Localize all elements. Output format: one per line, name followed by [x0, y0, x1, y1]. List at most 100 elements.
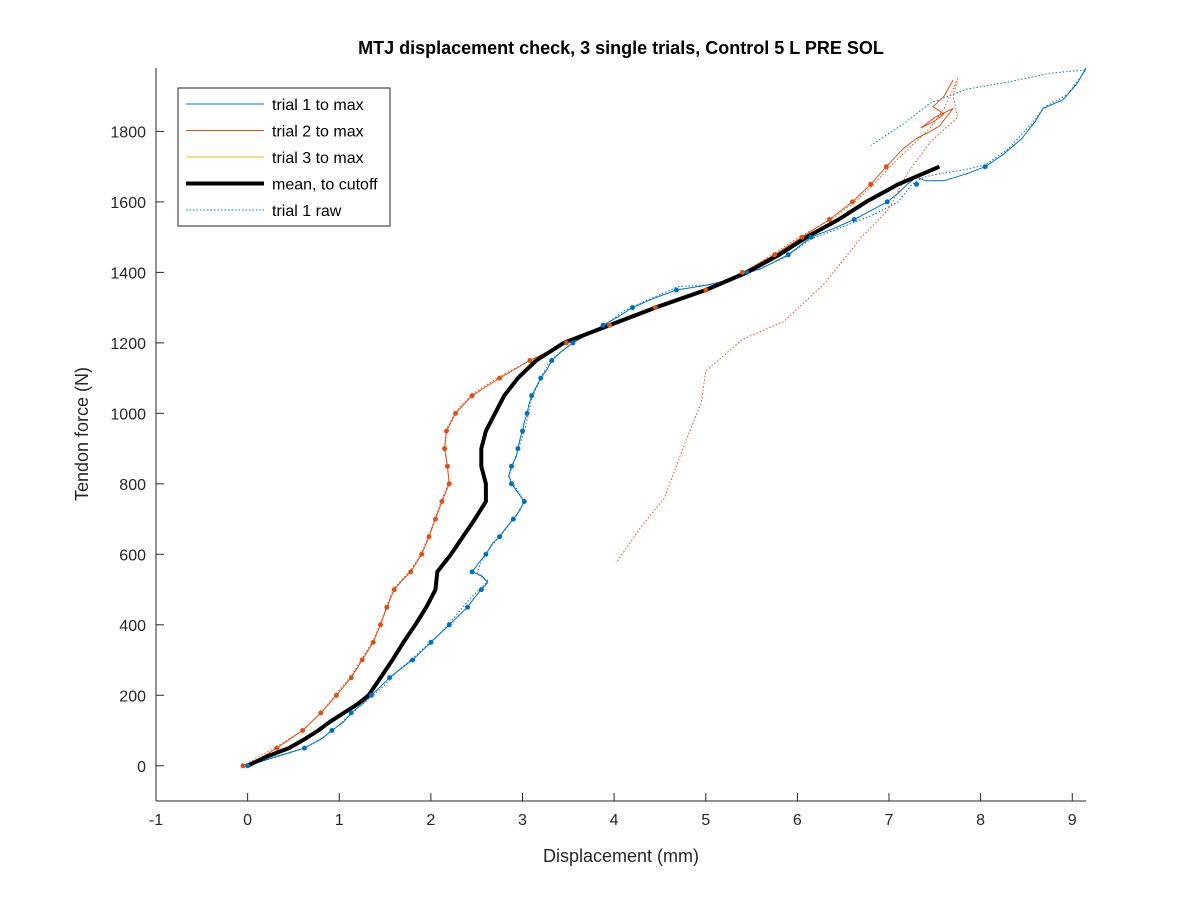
data-point-trial-1-to-max [348, 710, 354, 716]
data-point-trial-2-to-max [408, 569, 414, 575]
x-tick-label: 6 [793, 812, 802, 829]
y-tick-label: 1600 [110, 195, 146, 212]
data-point-trial-2-to-max [453, 410, 459, 416]
x-tick-label: 2 [426, 812, 435, 829]
data-point-trial-2-to-max [300, 728, 306, 733]
x-tick-label: 4 [610, 812, 619, 829]
data-point-trial-2-to-max [334, 692, 339, 698]
data-point-trial-2-to-max [348, 675, 354, 681]
chart-title: MTJ displacement check, 3 single trials,… [358, 38, 884, 58]
x-tick-label: -1 [149, 812, 163, 829]
data-point-trial-1-to-max [245, 763, 251, 769]
x-tick-label: 8 [976, 812, 985, 829]
data-point-trial-1-to-max [509, 481, 514, 487]
axes-layer [155, 68, 1086, 802]
data-point-trial-1-to-max [524, 410, 530, 416]
data-point-trial-1-to-max [600, 322, 606, 328]
legend-label-trial-1-raw: trial 1 raw [272, 203, 342, 220]
data-point-trial-1-to-max [329, 728, 335, 733]
data-point-trial-2-to-max [703, 287, 709, 293]
data-point-trial-2-to-max [384, 604, 390, 610]
y-tick-label: 400 [119, 618, 146, 635]
data-point-trial-2-to-max [442, 446, 448, 452]
data-point-trial-1-to-max [808, 234, 814, 240]
data-point-trial-2-to-max [446, 481, 452, 487]
data-point-trial-2-to-max [607, 322, 612, 328]
data-point-trial-1-to-max [529, 393, 535, 399]
marker-layer [240, 164, 988, 769]
y-tick-label: 0 [137, 759, 146, 776]
data-point-trial-1-to-max [510, 516, 516, 522]
data-point-trial-1-to-max [521, 499, 527, 504]
data-point-trial-2-to-max [826, 217, 832, 222]
data-point-trial-1-to-max [465, 604, 470, 610]
data-point-trial-1-to-max [884, 199, 890, 205]
data-point-trial-2-to-max [318, 710, 324, 716]
x-tick-label: 1 [335, 812, 344, 829]
legend-label-mean-to-cutoff: mean, to cutoff [272, 177, 378, 194]
data-point-trial-1-to-max [673, 287, 679, 293]
data-point-trial-1-to-max [469, 569, 475, 575]
y-tick-label: 1400 [110, 265, 146, 282]
data-point-trial-1-to-max [483, 551, 489, 557]
data-point-trial-2-to-max [391, 587, 397, 593]
data-point-trial-1-to-max [914, 181, 919, 187]
data-point-trial-1-to-max [982, 164, 988, 170]
data-point-trial-2-to-max [439, 499, 445, 504]
data-point-trial-1-to-max [509, 463, 514, 469]
legend-label-trial-3-to-max: trial 3 to max [272, 150, 364, 167]
data-point-trial-1-to-max [570, 340, 576, 346]
tick-layer: -1 0 1 2 3 4 5 6 7 8 9 0 200 400 600 800 1000 1200 1400 160… [110, 124, 1076, 829]
data-point-trial-2-to-max [433, 516, 438, 522]
data-point-trial-2-to-max [868, 181, 874, 187]
data-point-trial-1-to-max [368, 692, 374, 698]
data-point-trial-1-to-max [301, 745, 307, 751]
data-point-trial-2-to-max [240, 763, 246, 769]
x-axis-label: Displacement (mm) [543, 846, 699, 866]
data-point-trial-2-to-max [772, 252, 777, 258]
data-point-trial-1-to-max [549, 358, 555, 363]
series-line-mean-to-cutoff [246, 164, 941, 768]
data-point-trial-2-to-max [652, 305, 658, 311]
data-point-trial-1-to-max [630, 305, 635, 311]
y-tick-label: 1200 [110, 336, 146, 353]
y-tick-label: 1000 [110, 406, 146, 423]
x-tick-label: 9 [1068, 812, 1077, 829]
data-point-trial-2-to-max [444, 428, 449, 434]
data-point-trial-2-to-max [444, 463, 450, 469]
legend-label-trial-2-to-max: trial 2 to max [272, 124, 364, 141]
data-point-trial-2-to-max [359, 657, 365, 663]
data-point-trial-2-to-max [378, 622, 383, 628]
data-point-trial-2-to-max [469, 393, 475, 399]
data-point-trial-2-to-max [274, 745, 280, 751]
data-point-trial-2-to-max [849, 199, 855, 205]
data-point-trial-2-to-max [799, 234, 805, 240]
data-point-trial-1-to-max [428, 639, 434, 645]
data-point-trial-2-to-max [883, 164, 889, 170]
data-point-trial-2-to-max [426, 534, 432, 540]
y-tick-label: 600 [119, 547, 146, 564]
y-tick-label: 1800 [110, 124, 146, 141]
x-tick-label: 3 [518, 812, 527, 829]
data-point-trial-1-to-max [744, 269, 750, 275]
data-point-trial-1-to-max [387, 675, 393, 681]
series-line-trial-1-to-max [247, 67, 1087, 767]
data-point-trial-1-to-max [446, 622, 452, 628]
data-point-trial-1-to-max [520, 428, 525, 434]
data-point-trial-1-to-max [851, 217, 857, 222]
data-point-trial-1-to-max [497, 534, 503, 540]
x-tick-label: 7 [885, 812, 894, 829]
data-point-trial-2-to-max [527, 358, 533, 363]
data-point-trial-2-to-max [497, 375, 503, 381]
data-point-trial-2-to-max [419, 551, 425, 557]
x-tick-label: 5 [701, 812, 710, 829]
data-point-trial-2-to-max [739, 269, 745, 275]
data-point-trial-1-to-max [478, 587, 484, 593]
data-point-trial-1-to-max [785, 252, 791, 258]
data-point-trial-2-to-max [370, 639, 376, 645]
y-tick-label: 200 [119, 688, 146, 705]
legend: trial 1 to max trial 2 to max trial 3 to m… [177, 87, 391, 227]
data-point-trial-1-to-max [515, 446, 521, 452]
